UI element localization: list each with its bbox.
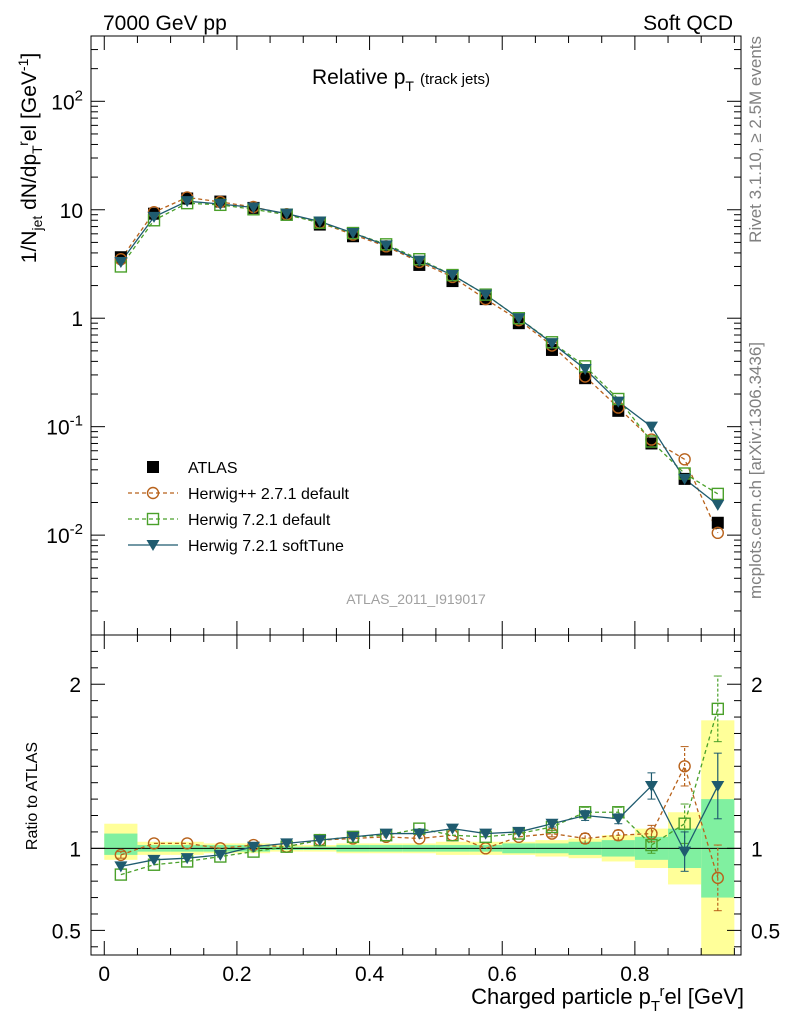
main-data-point	[379, 240, 393, 252]
ratio-frame	[90, 634, 742, 956]
main-data-point	[711, 526, 724, 540]
ratio-y-tick-label-right: 1	[751, 838, 763, 861]
main-series-line	[120, 202, 719, 495]
legend-marker	[147, 461, 159, 473]
main-data-point	[611, 396, 625, 408]
x-axis-label: Charged particle pTrel [GeV]	[471, 983, 744, 1015]
main-y-tick-label: 102	[51, 87, 83, 114]
analysis-id: ATLAS_2011_I919017	[346, 591, 486, 607]
main-data-point	[711, 487, 724, 501]
main-data-point	[545, 343, 558, 356]
ratio-panel-series	[114, 675, 725, 912]
ratio-data-point	[711, 702, 724, 716]
ratio-data-point	[711, 871, 724, 885]
ratio-data-point	[379, 828, 393, 840]
ratio-data-point	[213, 849, 227, 861]
main-data-point	[678, 473, 692, 485]
main-data-point	[479, 289, 493, 301]
main-data-point	[445, 270, 459, 282]
main-series-line	[120, 196, 719, 534]
legend: ATLAS Herwig++ 2.7.1 default Herwig 7.2.1 …	[128, 460, 350, 555]
ratio-y-tick-label: 0.5	[52, 920, 81, 943]
main-data-point	[280, 208, 294, 220]
ratio-data-point	[479, 828, 493, 840]
x-tick-label: 0.6	[488, 963, 517, 986]
ratio-data-point	[180, 853, 194, 865]
ratio-y-axis-label: Ratio to ATLAS	[24, 742, 41, 850]
ratio-data-point	[313, 835, 327, 847]
ratio-data-point	[678, 817, 691, 830]
ratio-band-stat	[104, 833, 138, 855]
legend-marker	[146, 512, 160, 526]
x-tick-label: 0.2	[222, 963, 251, 986]
ratio-y-tick-label: 2	[69, 674, 81, 697]
ratio-y-tick-label: 1	[69, 838, 81, 861]
x-tick-label: 0	[98, 963, 110, 986]
ratio-data-point	[512, 826, 526, 838]
main-data-point	[512, 313, 526, 325]
main-data-point	[644, 421, 658, 433]
ratio-data-point	[346, 831, 360, 843]
main-data-point	[346, 228, 360, 240]
x-tick-label: 0.4	[355, 963, 385, 986]
ratio-y-tick-label-right: 2	[751, 674, 763, 697]
main-data-point	[147, 211, 161, 223]
ratio-data-point	[545, 818, 559, 830]
ratio-data-point	[711, 780, 725, 792]
main-y-tick-label: 10-2	[46, 521, 83, 548]
mcplots-side-label: mcplots.cern.ch [arXiv:1306.3436]	[746, 342, 765, 599]
plot-title: Relative pT (track jets)	[312, 66, 490, 94]
main-data-point	[678, 453, 691, 466]
ratio-data-point	[611, 813, 625, 825]
main-data-point	[578, 364, 592, 376]
ratio-data-point	[578, 810, 592, 822]
legend-label: ATLAS	[188, 460, 238, 477]
main-panel-series	[114, 191, 725, 540]
ratio-data-point	[147, 854, 161, 866]
main-data-point	[711, 499, 725, 511]
main-data-point	[412, 255, 426, 267]
ratio-y-tick-label-right: 0.5	[751, 920, 780, 943]
main-y-axis-label: 1/Njet dN/dpTrel [GeV-1]	[15, 53, 45, 263]
legend-label: Herwig++ 2.7.1 default	[188, 486, 350, 503]
ratio-data-point	[578, 832, 592, 845]
ratio-data-point	[612, 829, 625, 842]
ratio-data-point	[644, 780, 658, 792]
x-tick-label: 0.8	[620, 963, 649, 986]
ratio-data-point	[247, 841, 260, 853]
legend-label: Herwig 7.2.1 softTune	[188, 538, 344, 555]
header-right: Soft QCD	[643, 12, 733, 35]
main-y-tick-label: 10-1	[46, 413, 83, 440]
ratio-data-point	[678, 846, 692, 858]
ratio-data-point	[280, 838, 294, 850]
legend-marker	[146, 486, 160, 500]
main-data-point	[711, 516, 724, 529]
main-data-point	[612, 404, 625, 417]
main-data-point	[545, 338, 559, 350]
main-data-point	[313, 216, 327, 228]
ratio-data-point	[114, 861, 128, 873]
main-data-point	[213, 198, 227, 210]
ratio-data-point	[114, 848, 128, 862]
ratio-data-point	[445, 823, 459, 835]
main-y-tick-label: 1	[71, 308, 83, 331]
ratio-panel-axes: 0.5 0.5 1 1 2 2 0 0.2 0.4 0.6 0.8	[52, 634, 780, 986]
ratio-data-point	[678, 760, 691, 773]
ratio-data-point	[645, 838, 658, 852]
header-left: 7000 GeV pp	[103, 12, 227, 35]
ratio-data-point	[147, 837, 161, 850]
legend-label: Herwig 7.2.1 default	[188, 512, 331, 529]
main-data-point	[247, 202, 260, 214]
ratio-data-point	[180, 837, 194, 850]
main-data-point	[180, 196, 194, 208]
main-y-tick-label: 10	[60, 200, 83, 223]
rivet-side-label: Rivet 3.1.10, ≥ 2.5M events	[746, 36, 765, 243]
ratio-data-point	[412, 828, 426, 840]
legend-marker	[146, 540, 160, 551]
main-data-point	[114, 256, 128, 268]
main-data-point	[645, 435, 658, 448]
